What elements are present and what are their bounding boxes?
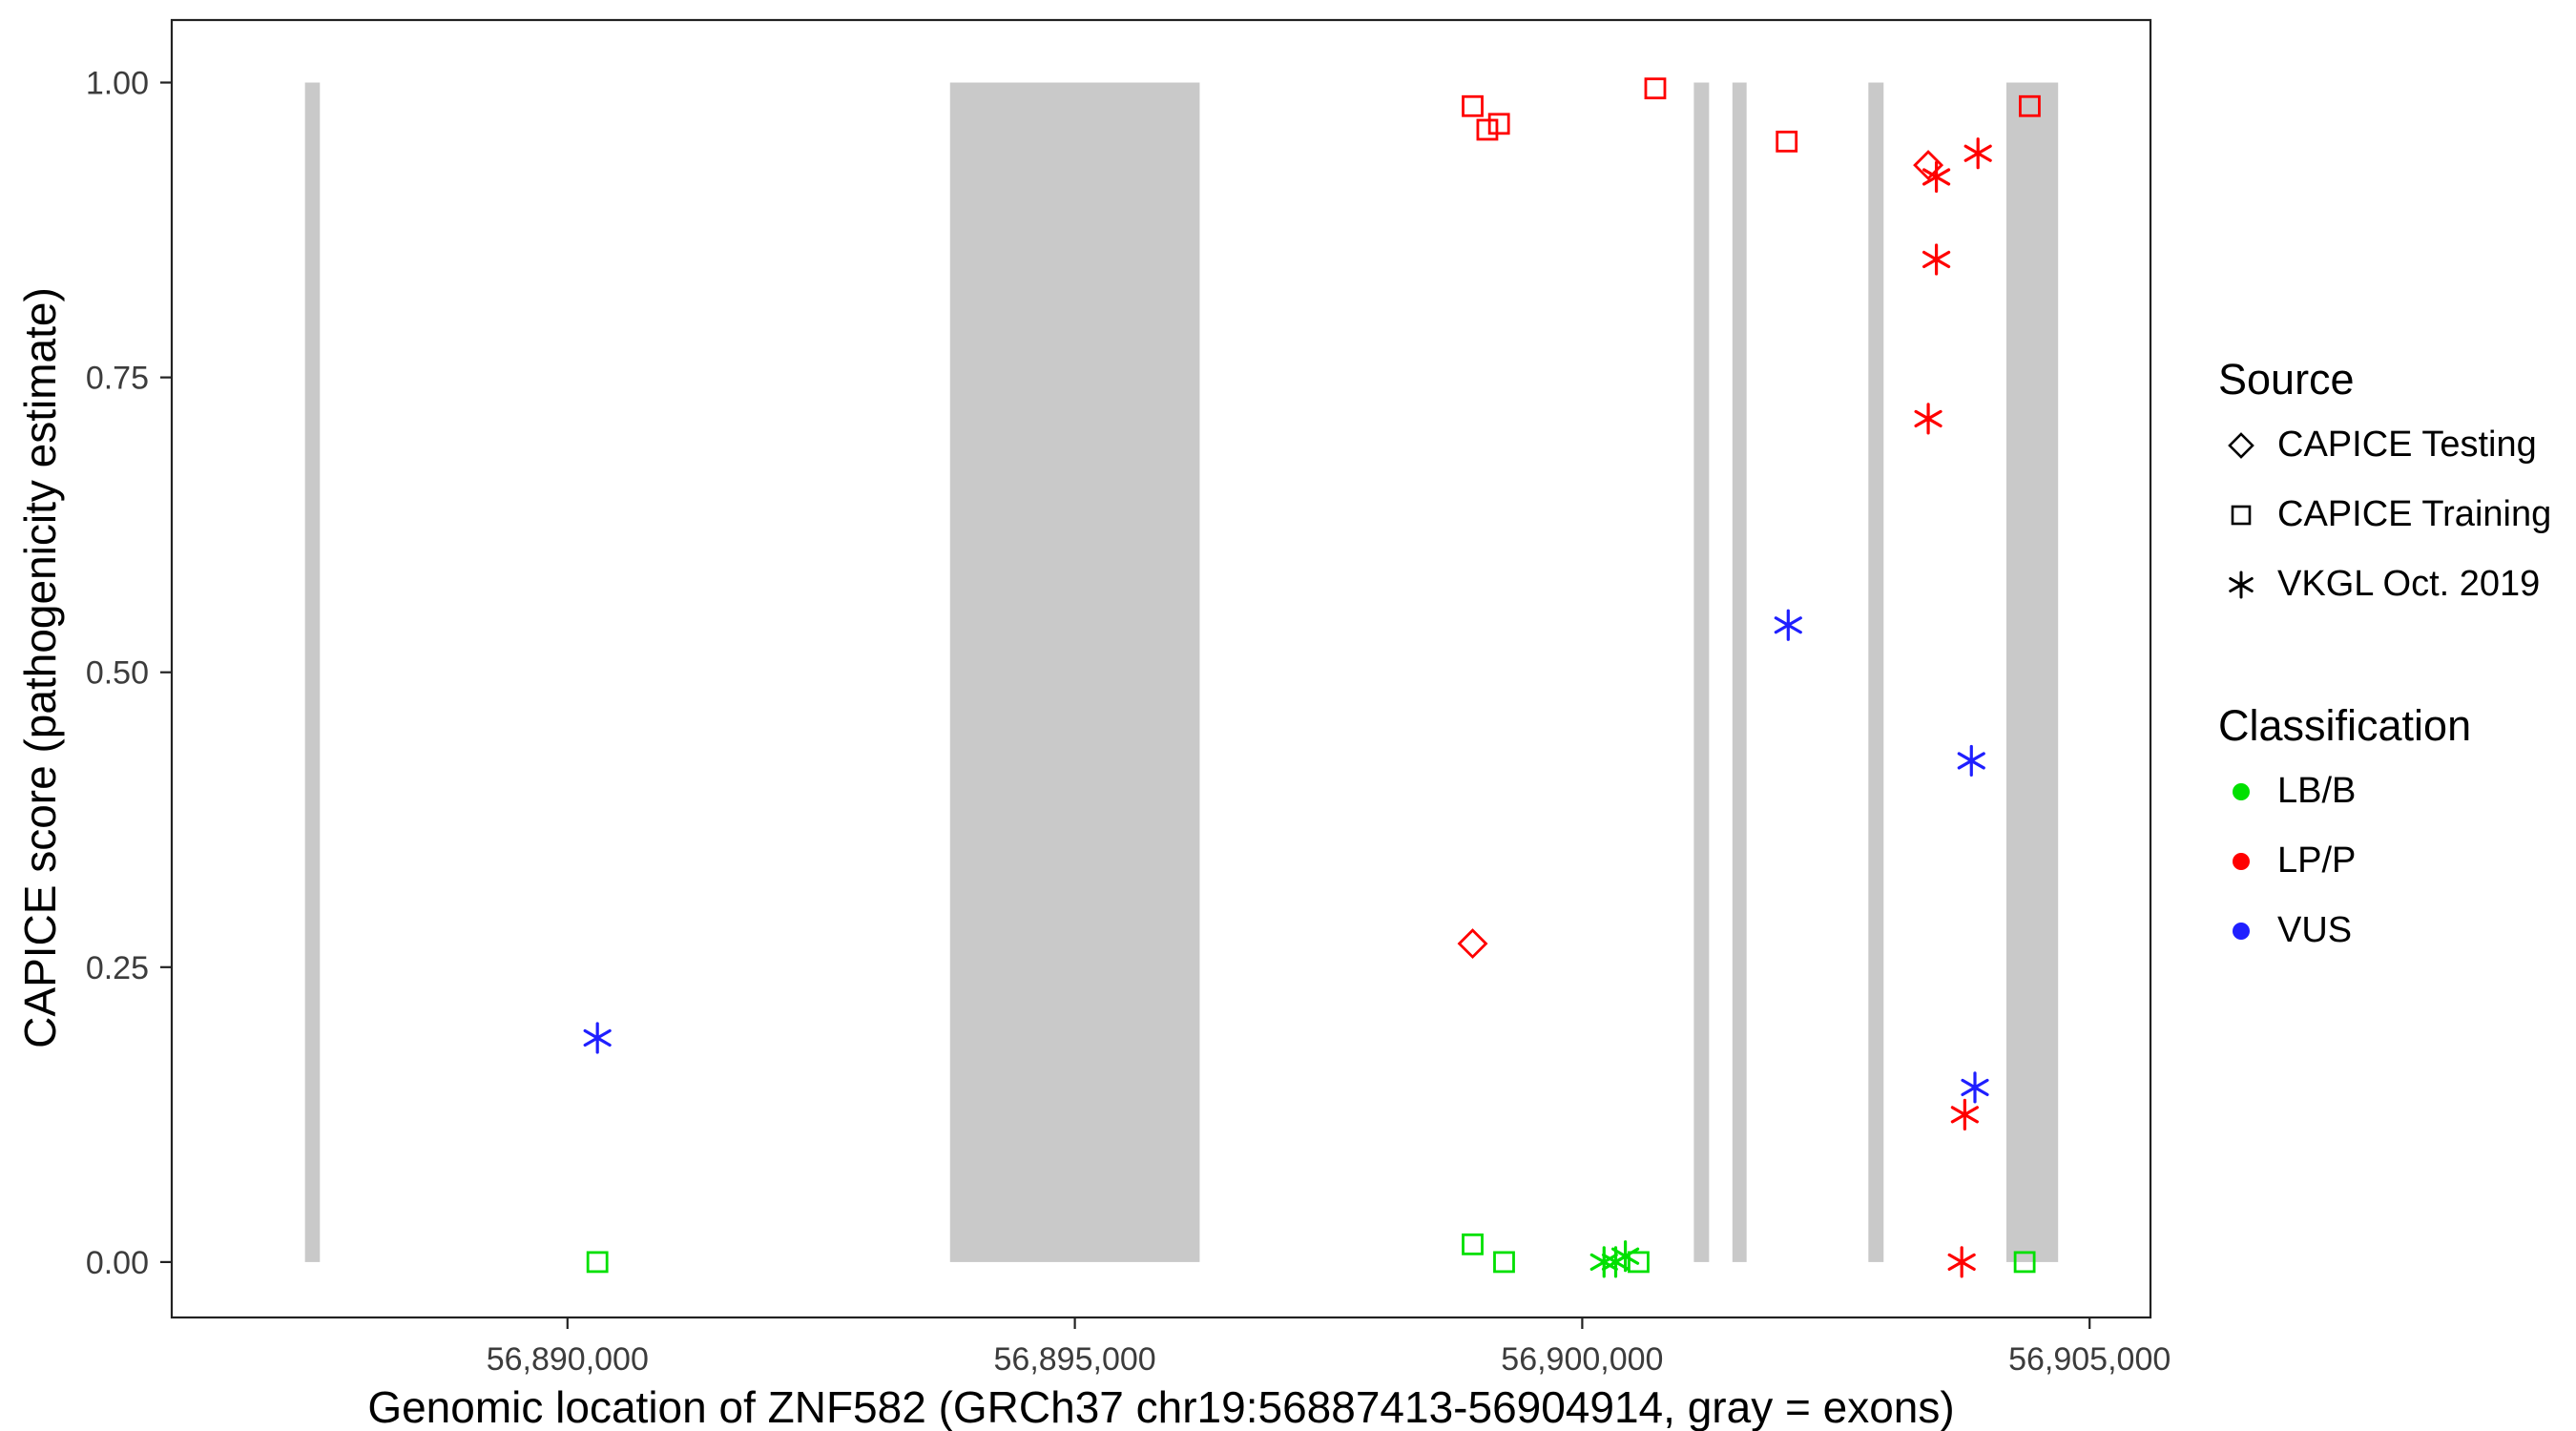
- legend-item-label: LP/P: [2277, 840, 2357, 881]
- legend-classification-title: Classification: [2218, 701, 2472, 750]
- data-point-square: [1628, 1251, 1650, 1274]
- data-point-asterisk: [1922, 243, 1951, 276]
- legend-item-label: LB/B: [2277, 771, 2357, 811]
- y-axis-title: CAPICE score (pathogenicity estimate): [15, 287, 65, 1048]
- exon-band: [949, 82, 1200, 1262]
- legend-spacer: [2218, 619, 2551, 695]
- x-axis-title: Genomic location of ZNF582 (GRCh37 chr19…: [367, 1382, 1955, 1431]
- legend-item-label: CAPICE Testing: [2277, 425, 2537, 465]
- data-point-asterisk: [1611, 1240, 1640, 1273]
- data-point-asterisk: [1963, 137, 1992, 170]
- diamond-icon: [2228, 431, 2254, 459]
- exon-band: [304, 82, 321, 1262]
- data-point-asterisk: [1961, 1071, 1989, 1104]
- data-point-asterisk: [1914, 403, 1942, 435]
- x-tick-label: 56,895,000: [994, 1341, 1156, 1378]
- legend-source-title: Source: [2218, 355, 2355, 404]
- data-point-asterisk: [1589, 1246, 1618, 1278]
- data-point-square: [586, 1251, 609, 1274]
- legend: Source CAPICE Testing CAPICE Training VKGL…: [2218, 349, 2551, 965]
- legend-item-lp-p: LP/P: [2218, 826, 2551, 896]
- data-point-square: [1476, 118, 1499, 141]
- data-point-asterisk: [1774, 609, 1802, 641]
- data-point-square: [1776, 130, 1798, 153]
- data-point-asterisk: [1957, 744, 1985, 778]
- data-point-square: [2013, 1251, 2036, 1274]
- data-point-square: [1462, 1233, 1484, 1255]
- legend-item-lb-b: LB/B: [2218, 757, 2551, 826]
- legend-item-vus: VUS: [2218, 896, 2551, 965]
- data-point-diamond: [1913, 150, 1944, 181]
- y-tick-label: 0.50: [86, 655, 149, 692]
- data-point-diamond: [1457, 928, 1488, 960]
- data-point-asterisk: [1947, 1246, 1976, 1278]
- legend-symbol: [2218, 487, 2277, 544]
- legend-item-capice-training: CAPICE Training: [2218, 480, 2551, 550]
- legend-item-label: VUS: [2277, 910, 2353, 950]
- square-icon: [2231, 505, 2252, 525]
- legend-item-capice-testing: CAPICE Testing: [2218, 410, 2551, 480]
- data-point-asterisk: [1950, 1098, 1979, 1130]
- data-point-square: [1644, 77, 1667, 100]
- dot-icon: [2233, 782, 2250, 800]
- dot-icon: [2233, 922, 2250, 940]
- exon-band: [1732, 82, 1747, 1262]
- legend-symbol: [2218, 417, 2277, 474]
- dot-icon: [2233, 852, 2250, 870]
- legend-symbol: [2218, 556, 2277, 613]
- data-point-asterisk: [583, 1022, 612, 1054]
- plot-panel-border: [170, 18, 2152, 1319]
- legend-item-label: CAPICE Training: [2277, 494, 2552, 534]
- legend-source-items: CAPICE Testing CAPICE Training VKGL Oct. 2…: [2218, 410, 2551, 619]
- legend-item-vkgl-oct-2019: VKGL Oct. 2019: [2218, 550, 2551, 619]
- data-point-square: [2019, 94, 2041, 117]
- x-tick-label: 56,905,000: [2008, 1341, 2171, 1378]
- exon-band: [1868, 82, 1884, 1262]
- legend-symbol: [2218, 833, 2277, 890]
- data-point-square: [1493, 1251, 1515, 1274]
- y-tick-label: 0.75: [86, 361, 149, 397]
- data-point-square: [1487, 113, 1510, 135]
- x-tick-label: 56,890,000: [487, 1341, 649, 1378]
- exon-band: [2005, 82, 2059, 1262]
- x-tick-label: 56,900,000: [1501, 1341, 1663, 1378]
- legend-symbol: [2218, 902, 2277, 960]
- data-point-asterisk: [1922, 160, 1951, 194]
- y-tick-label: 0.25: [86, 950, 149, 986]
- exon-band: [1693, 82, 1710, 1262]
- asterisk-icon: [2229, 570, 2254, 598]
- y-tick-label: 0.00: [86, 1245, 149, 1281]
- legend-classification-items: LB/B LP/P VUS: [2218, 757, 2551, 965]
- points-layer: [583, 77, 2041, 1278]
- data-point-square: [1462, 94, 1484, 117]
- legend-item-label: VKGL Oct. 2019: [2277, 564, 2541, 604]
- y-tick-label: 1.00: [86, 66, 149, 102]
- legend-symbol: [2218, 763, 2277, 820]
